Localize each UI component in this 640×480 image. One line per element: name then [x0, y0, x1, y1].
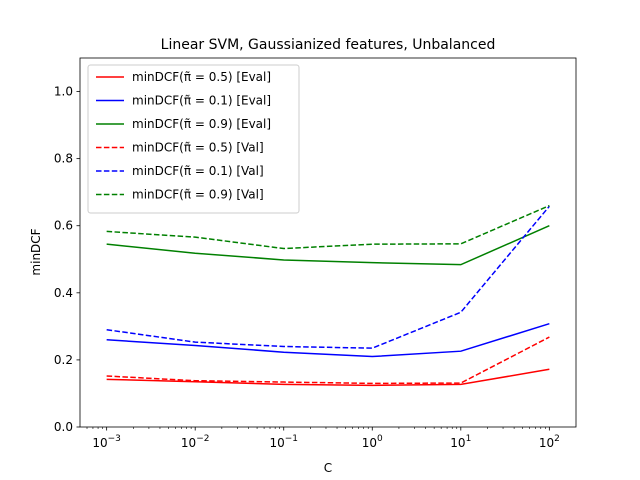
series-line-6 — [106, 204, 550, 250]
axes-frame — [79, 57, 577, 428]
y-tick-label: 0.6 — [54, 219, 73, 233]
y-axis-label: minDCF — [29, 228, 43, 275]
series-line-4 — [106, 336, 550, 385]
legend-label-3: minDCF(π̃ = 0.9) [Eval] — [132, 117, 271, 131]
plot-area: 10−3 10−2 10−1 100 101 102 0.0 0.2 0.4 0.6 0.8 1.0 — [54, 57, 577, 450]
x-tick-label: 102 — [539, 434, 560, 450]
x-tick-label: 10−2 — [181, 434, 210, 450]
series-line-2 — [106, 322, 550, 358]
y-tick-label: 0.0 — [54, 420, 73, 434]
legend: minDCF(π̃ = 0.5) [Eval] minDCF(π̃ = 0.1) … — [87, 64, 300, 214]
legend-label-5: minDCF(π̃ = 0.1) [Val] — [132, 164, 264, 178]
legend-label-1: minDCF(π̃ = 0.5) [Eval] — [132, 70, 271, 84]
x-axis-label: C — [324, 461, 332, 475]
x-tick-label: 10−3 — [92, 434, 121, 450]
legend-box — [87, 64, 300, 214]
series-line-5 — [106, 205, 550, 349]
legend-label-6: minDCF(π̃ = 0.9) [Val] — [132, 188, 264, 202]
legend-label-2: minDCF(π̃ = 0.1) [Eval] — [132, 94, 271, 108]
y-tick-label: 1.0 — [54, 85, 73, 99]
series-line-3 — [106, 225, 550, 266]
x-tick-label: 10−1 — [269, 434, 298, 450]
y-tick-label: 0.4 — [54, 286, 73, 300]
x-tick-label: 100 — [362, 434, 383, 450]
chart-title: Linear SVM, Gaussianized features, Unbal… — [161, 37, 496, 53]
y-tick-label: 0.2 — [54, 353, 73, 367]
legend-label-4: minDCF(π̃ = 0.5) [Val] — [132, 141, 264, 155]
y-tick-label: 0.8 — [54, 152, 73, 166]
series-line-1 — [106, 368, 550, 387]
x-tick-label: 101 — [450, 434, 471, 450]
